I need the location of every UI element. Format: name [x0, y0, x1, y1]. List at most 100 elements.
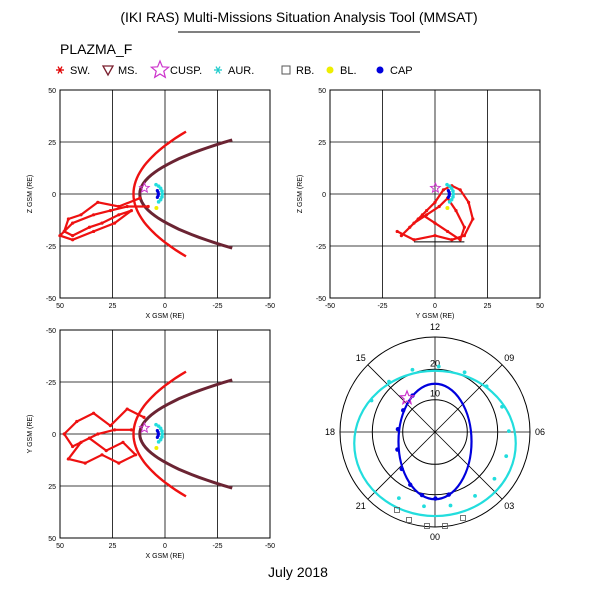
cusp-marker	[138, 421, 151, 434]
legend-label-4: RB.	[296, 65, 314, 77]
aurora-point	[156, 200, 161, 204]
trajectory-point	[71, 444, 75, 449]
trajectory-point	[454, 209, 458, 213]
trajectory-point	[113, 221, 117, 225]
trajectory-point	[399, 234, 403, 238]
trajectory-point	[96, 200, 100, 204]
aurora-point	[410, 367, 415, 372]
xz-plot: 50 25 0 -25 -50 -50 -25 0 25 50 X GSM (RE) Z GSM (R…	[27, 88, 275, 320]
x-tick-label: -50	[265, 543, 275, 550]
aurora-point	[449, 186, 454, 191]
legend-symbol-1	[101, 65, 115, 77]
trajectory-point	[66, 457, 70, 461]
trajectory-point	[100, 453, 104, 457]
aurora-point	[492, 476, 497, 481]
legend-label-6: CAP	[390, 65, 413, 77]
trajectory-point	[117, 461, 121, 465]
x-tick-label: 50	[536, 303, 544, 310]
aurora-point	[160, 195, 164, 199]
x-tick-label: 25	[484, 303, 492, 310]
trajectory-point	[62, 229, 66, 234]
y-tick-label: -50	[316, 296, 326, 303]
trajectory-point	[134, 453, 138, 457]
trajectory-point	[100, 221, 104, 225]
cusp-marker	[138, 181, 151, 194]
xy-plot: 50 25 0 -25 -50 -50 -25 0 25 50 X GSM (RE) Y GSM (R…	[27, 328, 275, 560]
cusp-marker	[429, 181, 442, 194]
y-tick-label: 0	[52, 432, 56, 439]
trajectory-point	[117, 213, 121, 217]
footer-date: July 2018	[268, 564, 328, 580]
trajectory-point	[425, 213, 429, 217]
trajectory-point	[87, 436, 91, 440]
trajectory-point	[467, 200, 471, 204]
aurora-point	[158, 186, 163, 191]
cap-point	[400, 408, 406, 413]
hour-label: 12	[430, 322, 440, 332]
cap-point	[433, 496, 438, 501]
legend-symbol-5	[326, 66, 334, 74]
trajectory-point	[71, 238, 75, 242]
y-tick-label: -25	[316, 244, 326, 251]
aurora-point	[451, 192, 456, 196]
y-axis-label: Z GSM (RE)	[297, 175, 304, 214]
trajectory-point	[62, 432, 66, 436]
aurora-point	[160, 192, 165, 196]
x-tick-label: 0	[163, 543, 167, 550]
trajectory-point	[79, 440, 83, 444]
radiation-belt-point	[424, 523, 430, 529]
aurora-point	[451, 195, 455, 199]
bow-shock	[132, 370, 187, 498]
trajectory-point	[71, 221, 75, 225]
trajectory-point	[412, 238, 416, 242]
hour-label: 09	[504, 353, 514, 363]
magnetopause	[138, 138, 233, 250]
trajectory-point	[71, 234, 75, 238]
aurora-point	[448, 503, 453, 508]
legend-symbol-2	[149, 59, 171, 79]
hour-label: 03	[504, 501, 514, 511]
trajectory-point	[425, 209, 429, 213]
trajectory-point	[462, 225, 466, 229]
legend-symbol-0	[57, 66, 63, 74]
cap-point	[446, 195, 450, 199]
x-tick-label: 50	[56, 303, 64, 310]
ring-label: 10	[430, 389, 440, 399]
y-tick-label: -25	[46, 244, 56, 251]
trajectory-point	[462, 234, 466, 238]
x-tick-label: 50	[56, 543, 64, 550]
y-tick-label: -25	[46, 380, 56, 387]
trajectory-point	[125, 407, 129, 411]
aurora-point	[500, 404, 504, 409]
aurora-point	[160, 189, 164, 193]
trajectory-point	[92, 411, 96, 415]
aurora-point	[436, 364, 441, 369]
legend-symbol-6	[376, 66, 384, 74]
hour-label: 18	[325, 427, 335, 437]
x-tick-label: -25	[212, 543, 222, 550]
trajectory-point	[58, 234, 62, 238]
trajectory-point	[83, 461, 87, 465]
y-tick-label: 25	[48, 484, 56, 491]
trajectory-point	[412, 221, 416, 225]
y-tick-label: 0	[52, 192, 56, 199]
bow-shock	[132, 130, 187, 258]
x-tick-label: -25	[377, 303, 387, 310]
y-axis-label: Y GSM (RE)	[27, 415, 34, 454]
x-tick-label: -25	[212, 303, 222, 310]
trajectory-point	[408, 225, 412, 229]
trajectory-point	[79, 213, 83, 217]
trajectory-point	[125, 204, 129, 209]
trajectory-point	[433, 200, 437, 204]
plot-frame	[59, 329, 271, 539]
aurora-point	[396, 496, 401, 501]
legend-label-0: SW.	[70, 65, 90, 77]
legend: SW. MS. CUSP. AUR. RB. BL. CAP	[56, 59, 413, 79]
trajectory-point	[395, 229, 399, 234]
cap-point	[408, 482, 413, 487]
legend-label-5: BL.	[340, 65, 357, 77]
cap-point	[395, 426, 401, 432]
trajectory-xz	[57, 197, 149, 241]
trajectory-point	[117, 204, 121, 209]
